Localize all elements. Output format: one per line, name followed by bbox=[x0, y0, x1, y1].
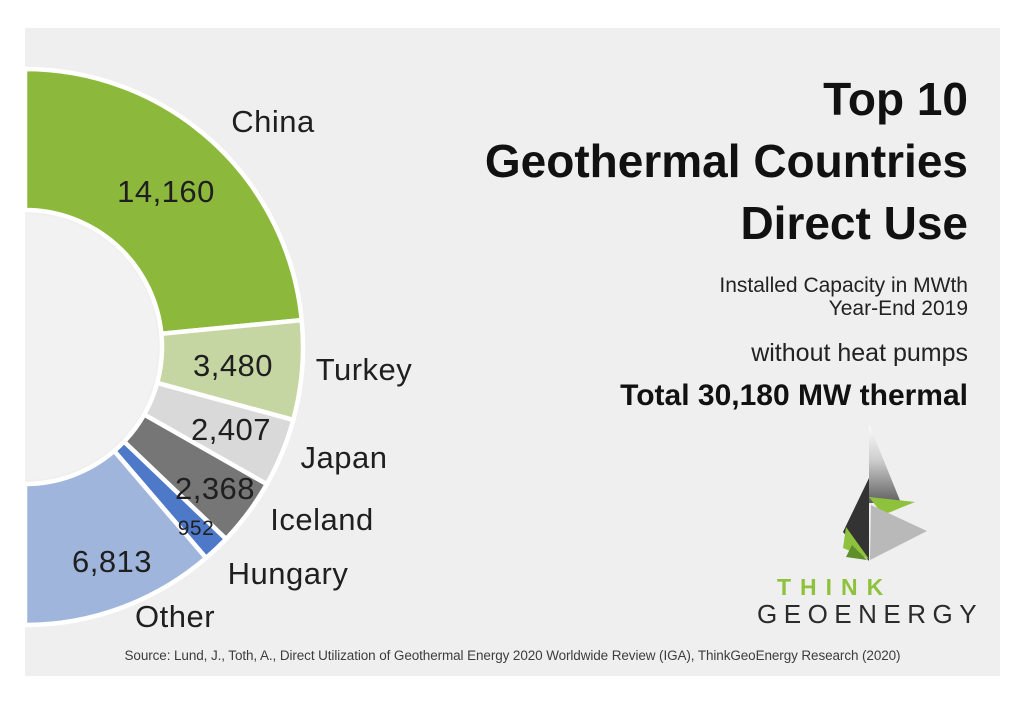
segment-label-other: Other bbox=[134, 599, 216, 634]
capacity-subtitle: Installed Capacity in MWth Year-End 2019 bbox=[719, 274, 968, 320]
logo-light-gray-wing bbox=[870, 505, 927, 560]
segment-value-japan: 2,407 bbox=[190, 412, 272, 447]
source-citation: Source: Lund, J., Toth, A., Direct Utili… bbox=[124, 648, 901, 663]
segment-value-china: 14,160 bbox=[117, 174, 215, 209]
segment-value-iceland: 2,368 bbox=[174, 471, 256, 506]
total-capacity: Total 30,180 MW thermal bbox=[620, 379, 968, 412]
page-title: Top 10 Geothermal Countries Direct Use bbox=[485, 68, 968, 254]
infographic-card: 14,160 China 3,480 Turkey 2,407 Japan 2,368 Ice… bbox=[25, 28, 1000, 676]
half-donut-chart bbox=[25, 66, 306, 628]
capacity-line-1: Installed Capacity in MWth bbox=[719, 274, 968, 297]
title-line-3: Direct Use bbox=[740, 197, 968, 249]
title-line-2: Geothermal Countries bbox=[484, 135, 968, 187]
segment-label-turkey: Turkey bbox=[315, 352, 413, 387]
logo-dark-green-accent bbox=[846, 545, 867, 560]
segment-value-turkey: 3,480 bbox=[192, 348, 274, 383]
segment-label-hungary: Hungary bbox=[227, 556, 349, 591]
heat-pumps-note: without heat pumps bbox=[751, 339, 968, 367]
logo-green-left-accent bbox=[843, 527, 869, 559]
segment-label-japan: Japan bbox=[300, 440, 388, 475]
segment-value-hungary: 952 bbox=[177, 517, 215, 540]
logo-sail-gradient-shape bbox=[869, 424, 901, 503]
brand-think-text: THINK bbox=[777, 574, 893, 600]
thinkgeoenergy-logo-icon bbox=[843, 424, 927, 561]
donut-hole bbox=[25, 214, 158, 480]
capacity-line-2: Year-End 2019 bbox=[828, 297, 968, 320]
segment-label-china: China bbox=[231, 104, 315, 139]
logo-dark-left-wing bbox=[843, 478, 869, 561]
segment-value-other: 6,813 bbox=[71, 544, 153, 579]
segment-other bbox=[25, 448, 209, 628]
title-line-1: Top 10 bbox=[823, 73, 968, 125]
segment-china bbox=[25, 66, 304, 337]
brand-geoenergy-text: GEOENERGY bbox=[757, 599, 984, 629]
segment-label-iceland: Iceland bbox=[270, 502, 374, 537]
